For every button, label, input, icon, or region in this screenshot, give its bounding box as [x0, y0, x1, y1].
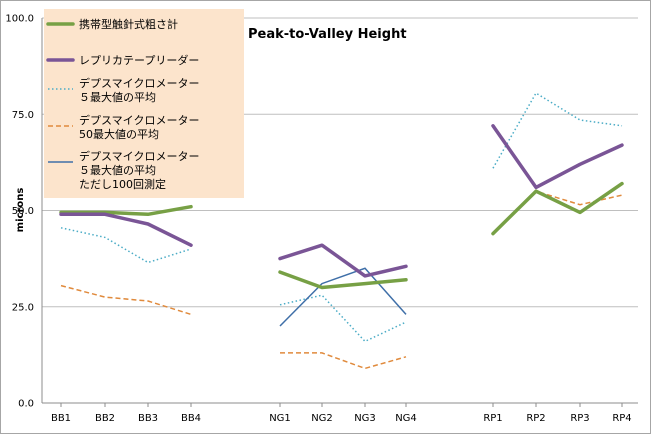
series-line-segment [279, 267, 407, 327]
legend-box [44, 9, 244, 198]
x-tick-label: BB2 [95, 413, 115, 424]
series-line-segment [279, 294, 407, 343]
series-lines [59, 92, 624, 370]
legend-label: 50最大値の平均 [79, 127, 159, 141]
x-tick-label: BB1 [51, 413, 71, 424]
x-tick-label: NG1 [269, 413, 291, 424]
x-tick-label: RP2 [526, 413, 545, 424]
series-line-segment [491, 124, 624, 190]
legend-label: ただし100回測定 [79, 177, 166, 191]
chart-title: Peak-to-Valley Height [248, 27, 407, 42]
series-line-segment [278, 243, 408, 278]
legend-label: デプスマイクロメーター [79, 113, 199, 127]
y-tick-label: 75.0 [12, 110, 34, 121]
series-line-segment [492, 190, 623, 235]
series-line-segment [60, 284, 192, 316]
y-tick-label: 0.0 [18, 399, 34, 410]
x-tick-label: NG2 [311, 413, 333, 424]
series-3 [60, 92, 623, 343]
x-tick-label: NG4 [395, 413, 417, 424]
series-1 [59, 181, 624, 290]
x-tick-label: NG3 [354, 413, 376, 424]
legend-label: デプスマイクロメーター [79, 76, 199, 90]
x-tick-label: RP1 [483, 413, 502, 424]
y-tick-label: 25.0 [12, 302, 34, 313]
series-line-segment [60, 227, 192, 264]
legend-label: ５最大値の平均 [79, 90, 156, 104]
y-tick-label: 100.0 [5, 14, 34, 25]
series-line-segment [280, 352, 407, 370]
legend-label: ５最大値の平均 [79, 163, 156, 177]
series-2 [59, 124, 624, 278]
series-line-segment [59, 204, 193, 217]
series-line-segment [59, 212, 193, 247]
x-tick-label: BB3 [138, 413, 158, 424]
series-5 [279, 267, 407, 327]
axes: BB1 BB2 BB3 BB4 NG1 NG2 NG3 NG4 RP1 RP2 RP3 RP4 [41, 18, 638, 424]
series-line-segment [492, 92, 623, 169]
x-tick-label: RP3 [570, 413, 589, 424]
legend-label: デプスマイクロメーター [79, 149, 199, 163]
legend-label: 携帯型触針式粗さ計 [79, 17, 178, 31]
series-4 [60, 190, 623, 370]
y-axis-title: microns [15, 188, 26, 233]
series-line-segment [491, 181, 624, 236]
y-tick-label: 50.0 [12, 206, 34, 217]
x-tick-label: BB4 [181, 413, 201, 424]
legend: 携帯型触針式粗さ計レプリカテープリーダーデプスマイクロメーター５最大値の平均デプ… [44, 9, 244, 198]
series-line-segment [278, 270, 408, 290]
legend-label: レプリカテープリーダー [79, 53, 199, 67]
x-tick-label: RP4 [612, 413, 631, 424]
